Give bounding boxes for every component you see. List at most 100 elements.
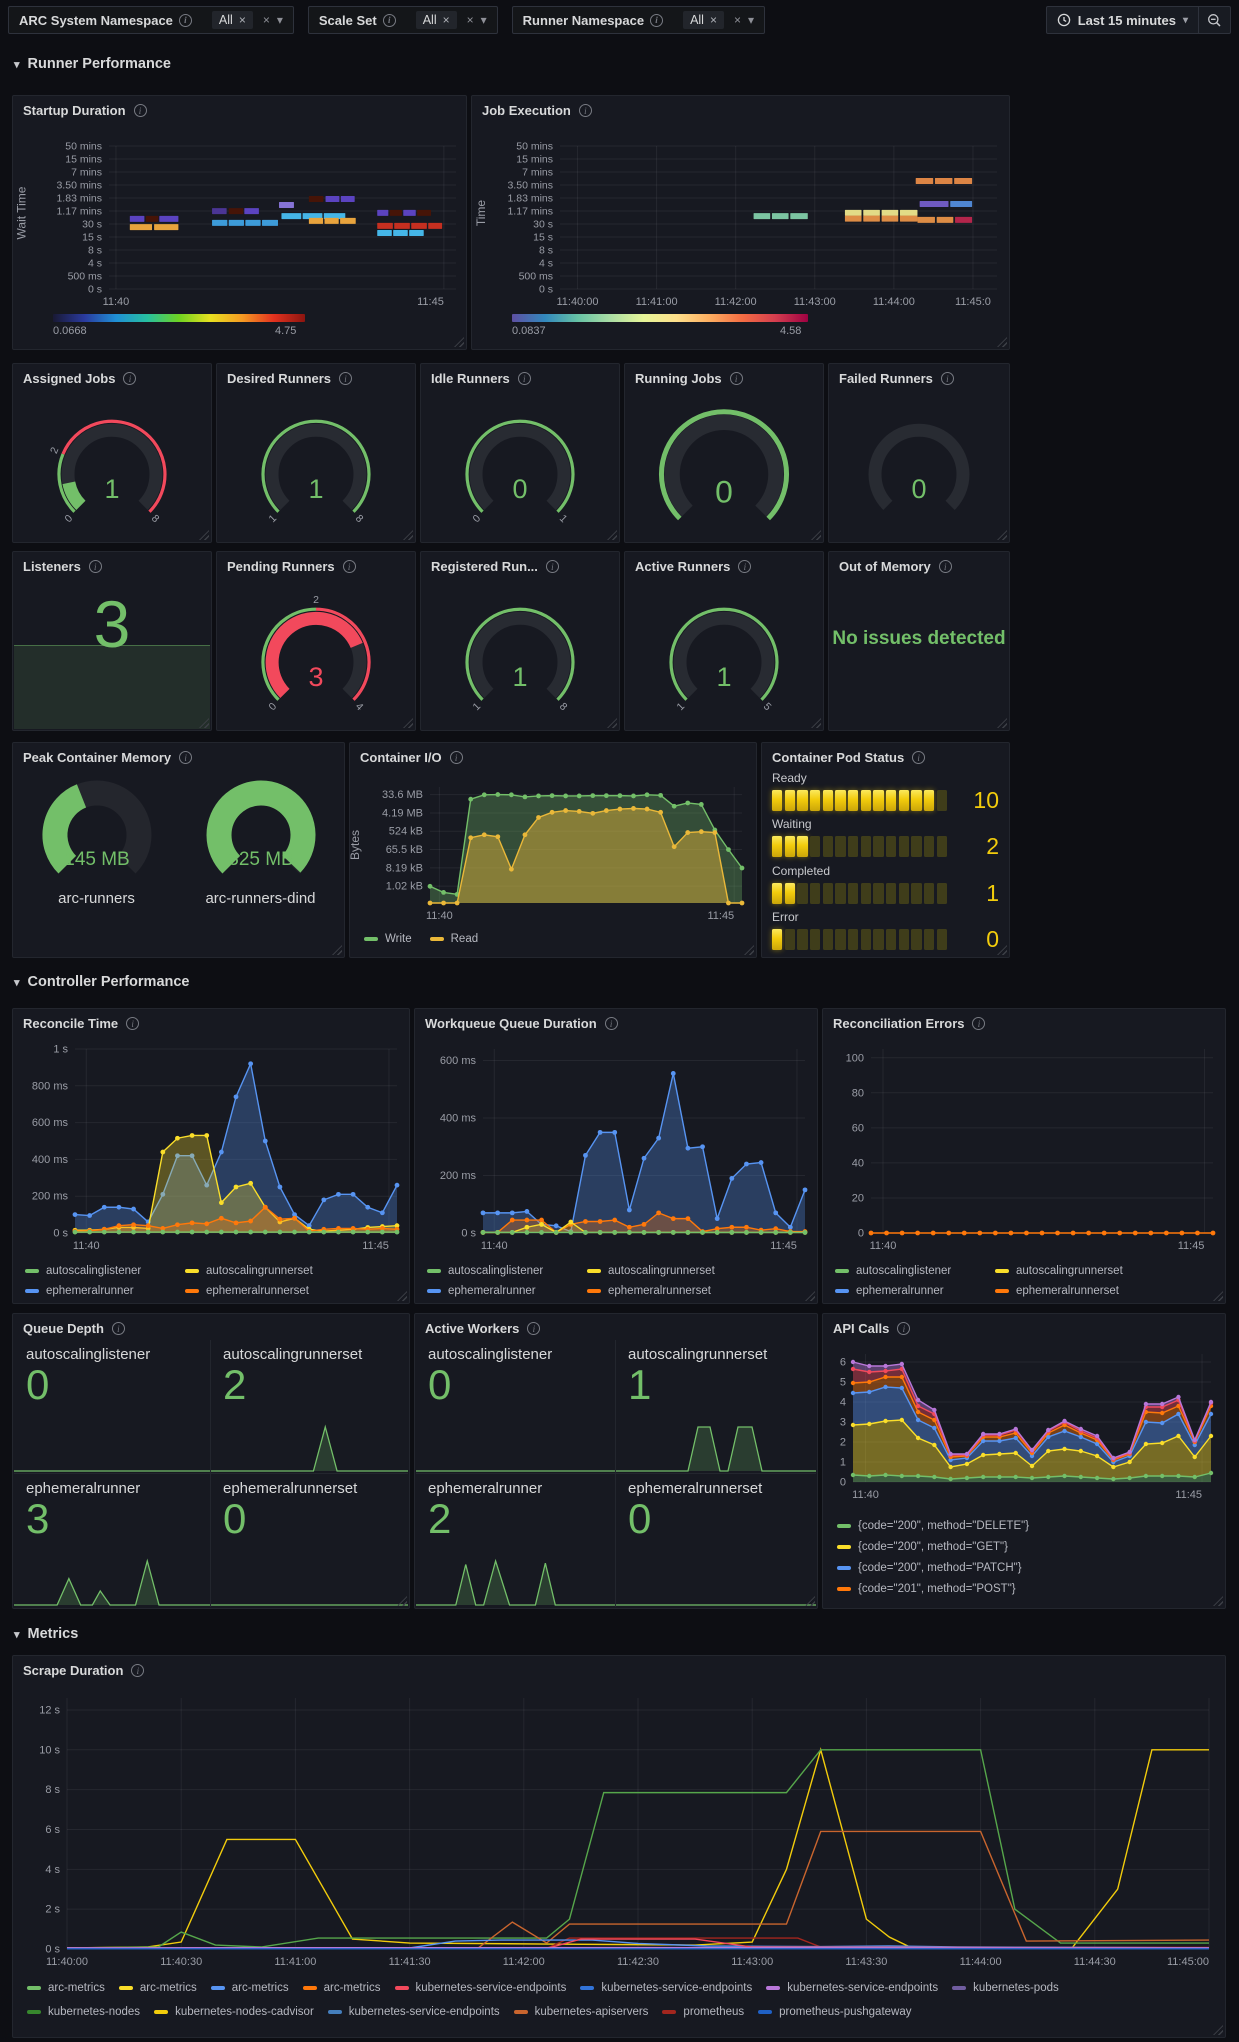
legend-item[interactable]: ephemeralrunnerset <box>995 1285 1123 1297</box>
remove-value-icon[interactable]: × <box>442 13 450 27</box>
info-icon[interactable]: i <box>179 751 193 764</box>
info-icon[interactable]: i <box>111 1322 125 1335</box>
legend-item[interactable]: ephemeralrunnerset <box>185 1285 313 1297</box>
info-icon[interactable]: i <box>972 1017 986 1030</box>
resize-handle[interactable] <box>607 718 617 728</box>
legend-item[interactable]: ephemeralrunner <box>835 1285 995 1297</box>
info-icon[interactable]: i <box>650 13 664 27</box>
resize-handle[interactable] <box>332 945 342 955</box>
api-calls-chart[interactable]: 6 5 4 3 2 1 0 11:40 11:45 <box>823 1314 1225 1510</box>
resize-handle[interactable] <box>811 718 821 728</box>
resize-handle[interactable] <box>744 945 754 955</box>
legend-item[interactable]: Write <box>364 933 412 945</box>
filter-value-chip[interactable]: All × <box>415 11 457 29</box>
section-controller-performance[interactable]: ▾ Controller Performance <box>14 974 190 990</box>
legend-item[interactable]: kubernetes-service-endpoints <box>766 1982 938 1994</box>
info-icon[interactable]: i <box>578 104 592 117</box>
resize-handle[interactable] <box>1213 1291 1223 1301</box>
resize-handle[interactable] <box>997 718 1007 728</box>
legend-item[interactable]: autoscalinglistener <box>25 1265 185 1277</box>
legend-item[interactable]: kubernetes-service-endpoints <box>580 1982 752 1994</box>
remove-value-icon[interactable]: × <box>709 13 717 27</box>
legend-item[interactable]: autoscalinglistener <box>427 1265 587 1277</box>
info-icon[interactable]: i <box>133 104 147 117</box>
info-icon[interactable]: i <box>382 13 396 27</box>
resize-handle[interactable] <box>199 718 209 728</box>
legend-item[interactable]: autoscalingrunnerset <box>587 1265 715 1277</box>
filter-value-chip[interactable]: All × <box>683 11 724 29</box>
info-icon[interactable]: i <box>912 751 926 764</box>
workqueue-duration-chart[interactable]: 600 ms 400 ms 200 ms 0 s 11:40 11:45 <box>415 1009 817 1261</box>
info-icon[interactable]: i <box>449 751 463 764</box>
zoom-out-button[interactable] <box>1198 7 1230 33</box>
chevron-down-icon[interactable]: ▾ <box>480 13 487 27</box>
resize-handle[interactable] <box>403 530 413 540</box>
legend-item[interactable]: arc-metrics <box>118 1982 197 1994</box>
legend-item[interactable]: kubernetes-nodes <box>27 2006 140 2018</box>
legend-item[interactable]: kubernetes-apiservers <box>513 2006 648 2018</box>
info-icon[interactable]: i <box>527 1322 541 1335</box>
info-icon[interactable]: i <box>178 13 192 27</box>
legend-item[interactable]: autoscalingrunnerset <box>185 1265 313 1277</box>
legend-item[interactable]: ephemeralrunner <box>427 1285 587 1297</box>
info-icon[interactable]: i <box>938 560 952 573</box>
info-icon[interactable]: i <box>738 560 752 573</box>
resize-handle[interactable] <box>1213 2025 1223 2035</box>
resize-handle[interactable] <box>199 530 209 540</box>
resize-handle[interactable] <box>997 337 1007 347</box>
legend-item[interactable]: kubernetes-service-endpoints <box>327 2006 500 2018</box>
resize-handle[interactable] <box>805 1291 815 1301</box>
info-icon[interactable]: i <box>545 560 559 573</box>
resize-handle[interactable] <box>997 945 1007 955</box>
legend-item[interactable]: arc-metrics <box>302 1982 381 1994</box>
legend-item[interactable]: prometheus-pushgateway <box>758 2006 912 2018</box>
resize-handle[interactable] <box>607 530 617 540</box>
legend-item[interactable]: ephemeralrunner <box>25 1285 185 1297</box>
scrape-duration-chart[interactable]: 12 s 10 s 8 s 6 s 4 s 2 s 0 s 11:40:00 11:40:30 1… <box>13 1656 1225 1974</box>
legend-item[interactable]: {code="200", method="DELETE"} <box>837 1520 1029 1532</box>
resize-handle[interactable] <box>397 1596 407 1606</box>
info-icon[interactable]: i <box>88 560 102 573</box>
info-icon[interactable]: i <box>604 1017 618 1030</box>
reconcile-time-chart[interactable]: 1 s 800 ms 600 ms 400 ms 200 ms 0 s 11:40 11:45 <box>13 1009 409 1261</box>
chevron-down-icon[interactable]: ▾ <box>276 13 283 27</box>
legend-item[interactable]: {code="200", method="PATCH"} <box>837 1562 1022 1574</box>
startup-duration-heatmap[interactable]: 50 mins 15 mins 7 mins 3.50 mins 1.83 mins 1.… <box>13 96 466 311</box>
legend-item[interactable]: ephemeralrunnerset <box>587 1285 715 1297</box>
job-execution-heatmap[interactable]: 50 mins 15 mins 7 mins 3.50 mins 1.83 mins 1.… <box>472 96 1009 311</box>
remove-value-icon[interactable]: × <box>238 13 246 27</box>
chevron-down-icon[interactable]: ▾ <box>748 13 755 27</box>
legend-item[interactable]: {code="201", method="POST"} <box>837 1583 1016 1595</box>
legend-item[interactable]: autoscalinglistener <box>835 1265 995 1277</box>
info-icon[interactable]: i <box>897 1322 911 1335</box>
legend-item[interactable]: Read <box>429 933 478 945</box>
section-metrics[interactable]: ▾ Metrics <box>14 1626 79 1642</box>
legend-item[interactable]: autoscalingrunnerset <box>995 1265 1123 1277</box>
resize-handle[interactable] <box>811 530 821 540</box>
info-icon[interactable]: i <box>131 1664 145 1677</box>
legend-item[interactable]: kubernetes-service-endpoints <box>394 1982 566 1994</box>
resize-handle[interactable] <box>805 1596 815 1606</box>
clear-filter-icon[interactable]: × <box>466 13 474 27</box>
container-io-chart[interactable]: 33.6 MB 4.19 MB 524 kB 65.5 kB 8.19 kB 1.02 k… <box>350 743 756 927</box>
clear-filter-icon[interactable]: × <box>262 13 270 27</box>
info-icon[interactable]: i <box>940 372 954 385</box>
section-runner-performance[interactable]: ▾ Runner Performance <box>14 56 171 72</box>
info-icon[interactable]: i <box>342 560 356 573</box>
info-icon[interactable]: i <box>517 372 531 385</box>
resize-handle[interactable] <box>397 1291 407 1301</box>
time-range-button[interactable]: Last 15 minutes ▾ <box>1047 7 1198 33</box>
filter-value-chip[interactable]: All × <box>211 11 253 29</box>
resize-handle[interactable] <box>1213 1596 1223 1606</box>
resize-handle[interactable] <box>454 337 464 347</box>
info-icon[interactable]: i <box>339 372 353 385</box>
info-icon[interactable]: i <box>126 1017 140 1030</box>
legend-item[interactable]: {code="200", method="GET"} <box>837 1541 1008 1553</box>
reconciliation-errors-chart[interactable]: 100 80 60 40 20 0 11:40 11:45 <box>823 1009 1225 1261</box>
legend-item[interactable]: kubernetes-nodes-cadvisor <box>154 2006 314 2018</box>
legend-item[interactable]: kubernetes-pods <box>952 1982 1059 1994</box>
legend-item[interactable]: arc-metrics <box>27 1982 105 1994</box>
legend-item[interactable]: arc-metrics <box>210 1982 289 1994</box>
resize-handle[interactable] <box>403 718 413 728</box>
legend-item[interactable]: prometheus <box>662 2006 744 2018</box>
